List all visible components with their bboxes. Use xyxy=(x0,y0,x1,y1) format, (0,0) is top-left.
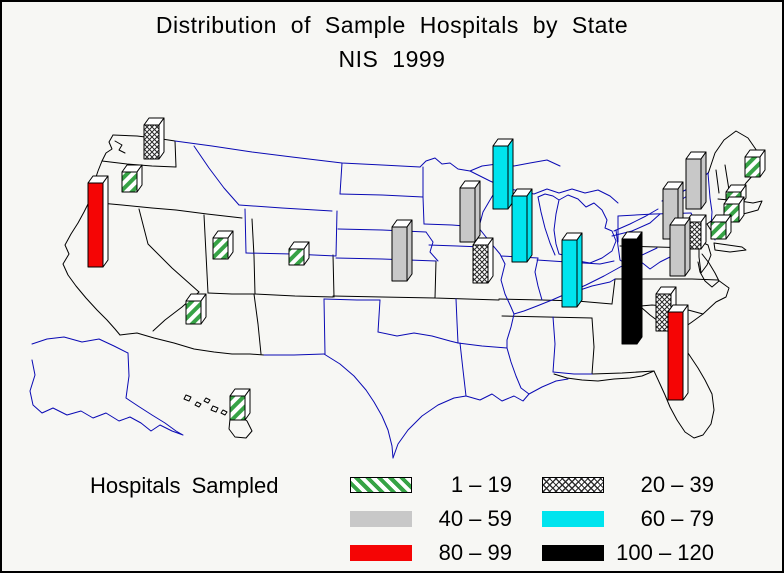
legend-range-label: 100 – 120 xyxy=(616,540,714,565)
legend-range-label: 20 – 39 xyxy=(640,472,714,497)
legend-swatch-c2 xyxy=(542,477,604,493)
chart-subtitle: NIS 1999 xyxy=(338,46,446,72)
block-bar-GA xyxy=(621,231,643,345)
legend-range-label: 40 – 59 xyxy=(438,506,512,531)
block-bar-CO xyxy=(288,241,310,266)
block-bar-CA xyxy=(87,175,109,268)
block-bar-UT xyxy=(212,230,234,260)
block-bar-VA xyxy=(669,217,691,277)
block-bar-OR xyxy=(121,164,143,193)
block-bar-KS xyxy=(391,219,413,282)
block-bar-MO xyxy=(472,237,494,284)
legend-range-label: 1 – 19 xyxy=(450,472,512,497)
block-bar-HI xyxy=(229,388,251,421)
map-borders-black xyxy=(62,130,765,439)
block-bar-IL xyxy=(511,188,533,263)
block-bar-NY xyxy=(685,151,707,210)
block-bar-WA xyxy=(143,117,165,160)
legend-swatch-c4 xyxy=(542,511,604,527)
block-bar-ME xyxy=(744,149,766,178)
legend-title: Hospitals Sampled xyxy=(90,473,279,498)
legend-swatch-c1 xyxy=(350,477,412,493)
legend-swatch-c3 xyxy=(350,511,412,527)
block-bar-WI xyxy=(492,138,514,210)
block-bar-CT xyxy=(710,214,732,240)
block-bar-AZ xyxy=(185,293,207,325)
legend-range-label: 60 – 79 xyxy=(640,506,714,531)
block-bars xyxy=(87,117,766,421)
legend-swatch-c5 xyxy=(350,545,412,561)
map-borders-blue xyxy=(29,140,716,459)
legend-range-label: 80 – 99 xyxy=(438,540,512,565)
block-bar-IA xyxy=(459,180,481,243)
legend-swatch-c6 xyxy=(542,545,604,561)
block-bar-MI xyxy=(561,232,583,308)
chart-title: Distribution of Sample Hospitals by Stat… xyxy=(155,12,629,38)
block-bar-FL xyxy=(667,304,689,401)
